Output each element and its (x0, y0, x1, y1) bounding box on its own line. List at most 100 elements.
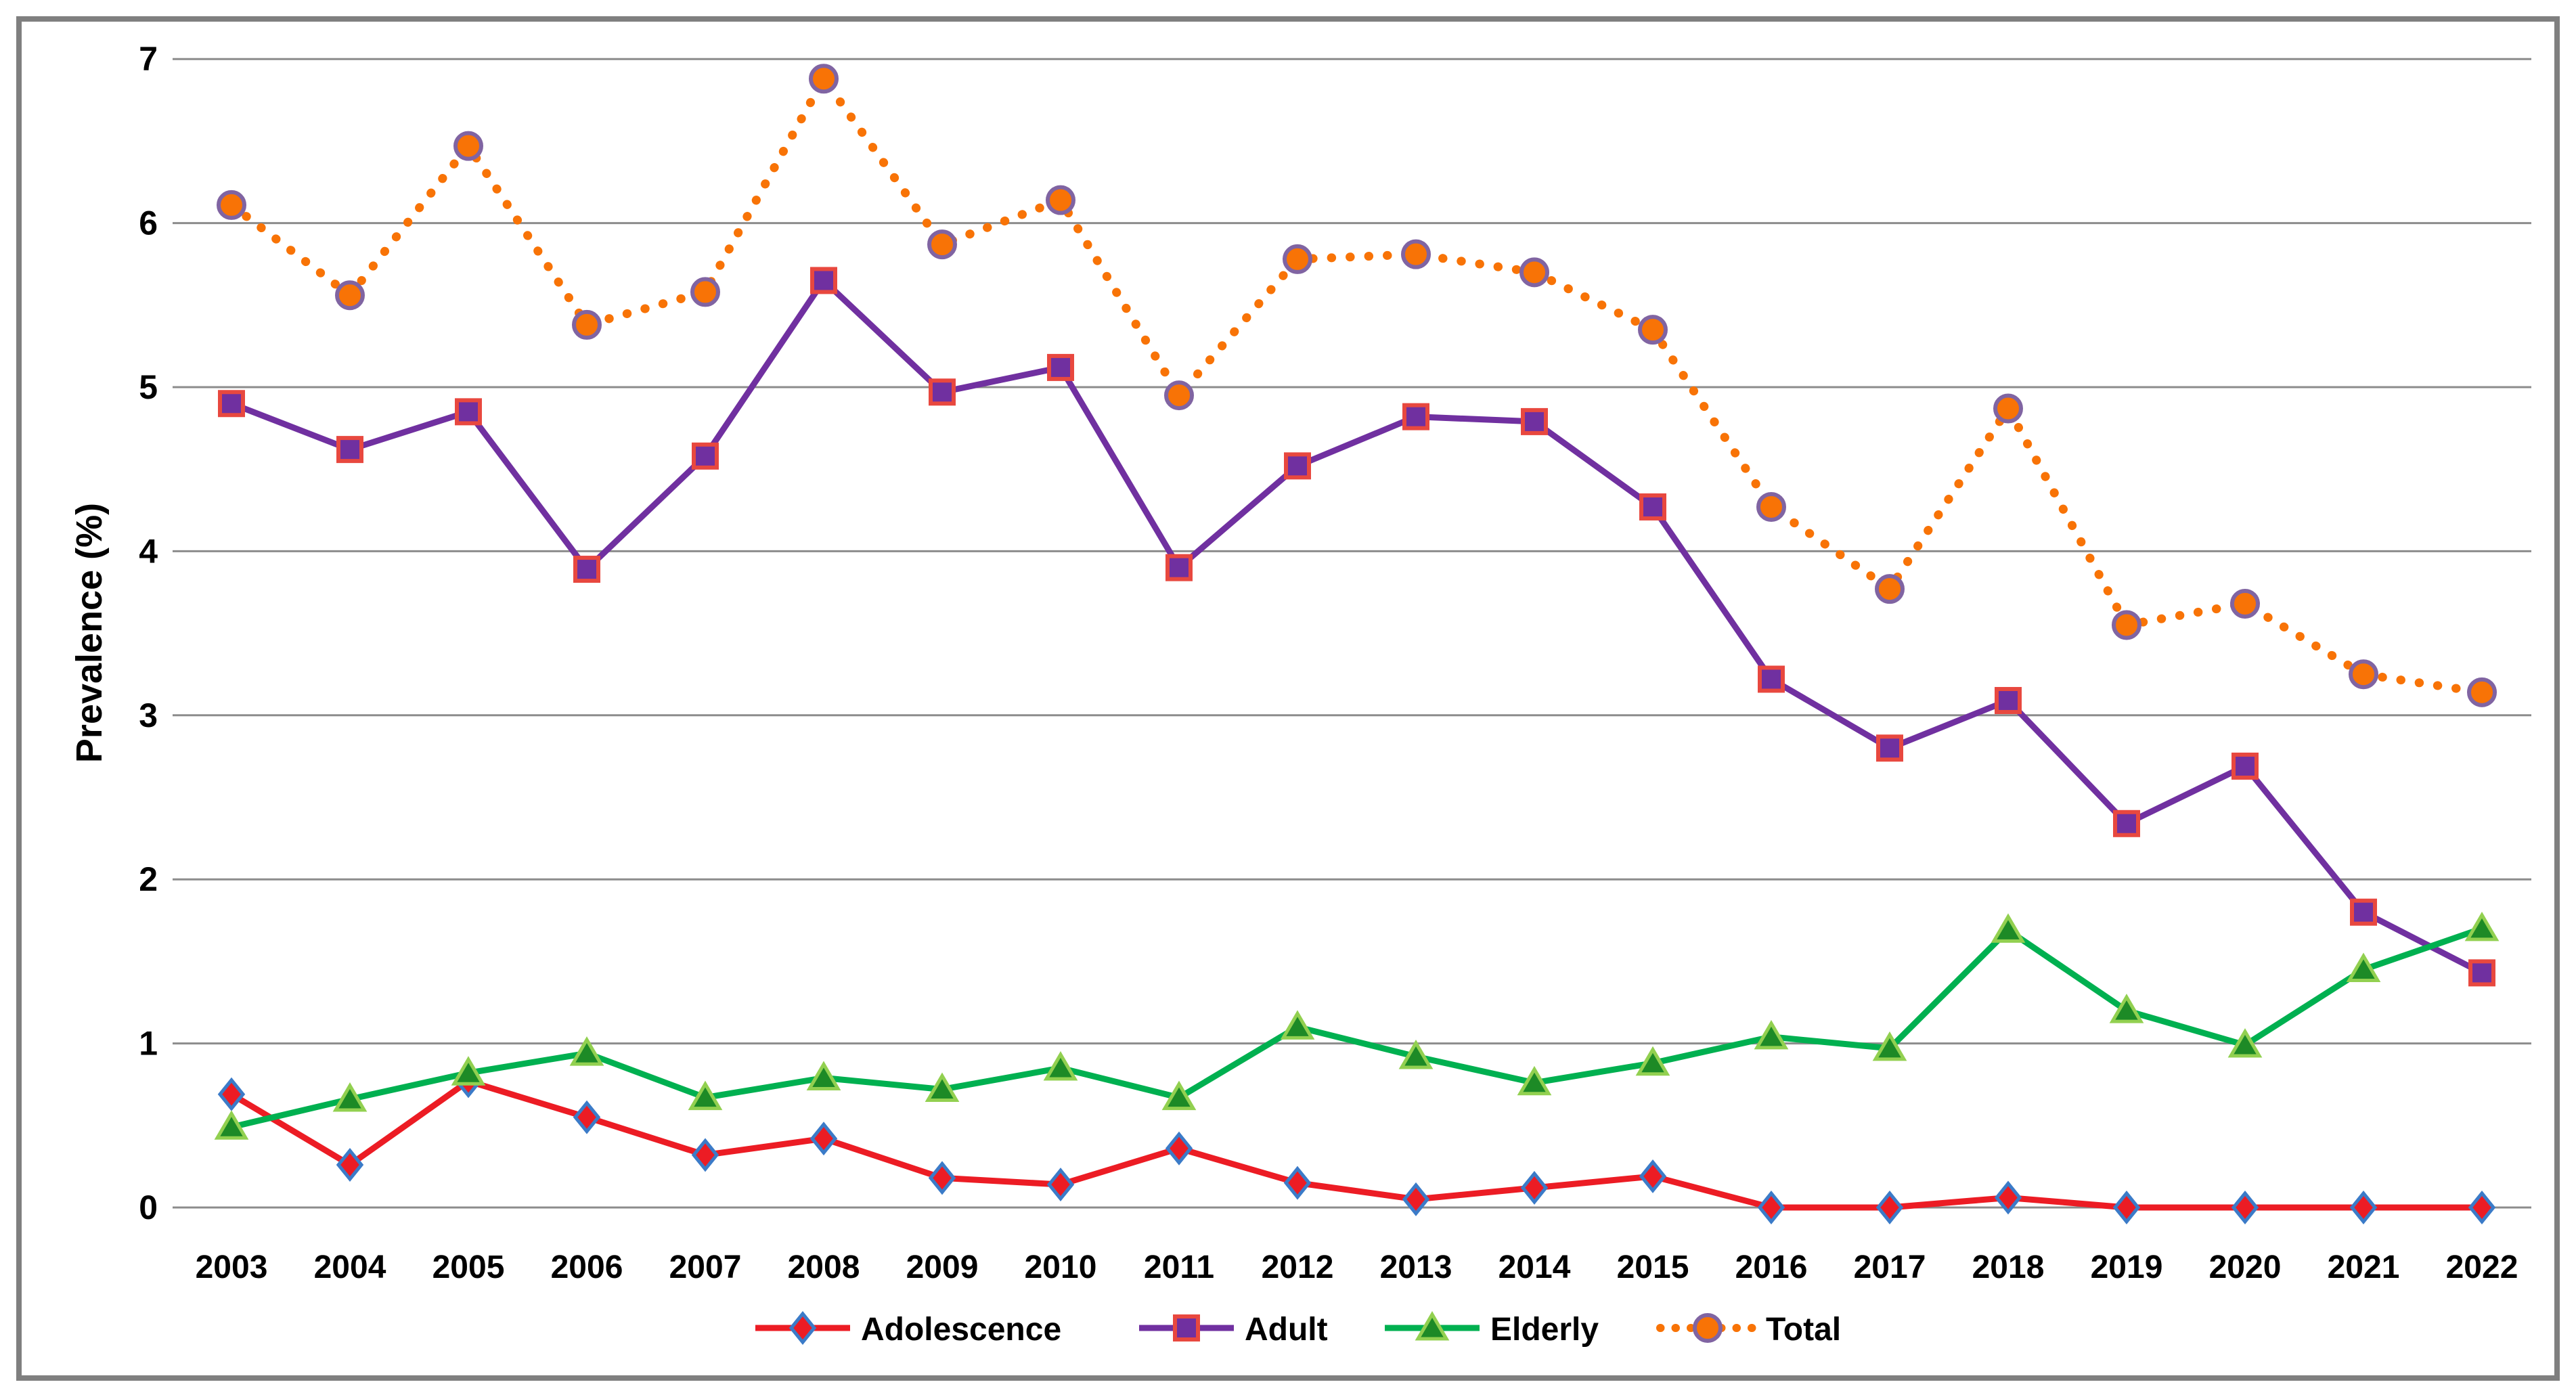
x-tick-label-2004: 2004 (314, 1249, 386, 1285)
marker-total-2015 (1638, 315, 1668, 345)
marker-adult-2016 (1758, 665, 1785, 693)
marker-adolescence-2014 (1520, 1170, 1549, 1205)
marker-elderly-2009 (925, 1072, 960, 1102)
marker-total-2019 (2112, 610, 2141, 640)
y-tick-label-6: 6 (139, 204, 158, 242)
marker-adult-2017 (1876, 734, 1903, 762)
marker-elderly-2006 (569, 1036, 604, 1066)
marker-elderly-2003 (214, 1110, 249, 1140)
legend-item-total: Total (1656, 1312, 1841, 1348)
series-layer (214, 64, 2500, 1224)
legend-marker-elderly (1415, 1311, 1450, 1341)
marker-adult-2009 (929, 378, 956, 406)
y-tick-label-4: 4 (139, 532, 158, 570)
marker-adolescence-2006 (573, 1100, 601, 1134)
marker-elderly-2004 (332, 1082, 368, 1112)
marker-total-2013 (1401, 239, 1431, 269)
y-tick-label-0: 0 (139, 1189, 158, 1226)
marker-adult-2007 (692, 442, 719, 470)
x-tick-label-2003: 2003 (196, 1249, 268, 1285)
marker-adult-2008 (810, 267, 837, 294)
marker-adolescence-2012 (1283, 1166, 1312, 1200)
legend-label-total: Total (1766, 1312, 1841, 1348)
legend-item-adult: Adult (1139, 1312, 1328, 1348)
marker-elderly-2008 (806, 1061, 841, 1090)
marker-adolescence-2015 (1639, 1159, 1667, 1193)
x-tick-label-2013: 2013 (1380, 1249, 1452, 1285)
marker-adolescence-2011 (1165, 1131, 1193, 1166)
marker-adult-2020 (2231, 752, 2259, 780)
y-tick-label-3: 3 (139, 696, 158, 734)
figure-border (16, 16, 2560, 1381)
x-tick-label-2022: 2022 (2446, 1249, 2518, 1285)
legend-marker-total (1693, 1313, 1723, 1343)
y-tick-label-2: 2 (139, 860, 158, 898)
marker-adult-2004 (336, 436, 363, 464)
marker-elderly-2020 (2227, 1028, 2263, 1058)
legend-label-adult: Adult (1245, 1312, 1328, 1348)
axis-layer: Prevalence (%) 0 1 2 3 4 5 6 7 2003 2004 2005 2006 2… (69, 40, 2518, 1285)
marker-elderly-2022 (2464, 911, 2500, 941)
x-tick-label-2015: 2015 (1617, 1249, 1689, 1285)
marker-adult-2018 (1995, 686, 2022, 714)
legend-label-elderly: Elderly (1490, 1312, 1599, 1348)
marker-elderly-2018 (1991, 913, 2026, 943)
marker-total-2018 (1993, 393, 2023, 424)
marker-elderly-2021 (2346, 952, 2381, 983)
marker-adolescence-2004 (336, 1148, 364, 1182)
marker-adult-2019 (2113, 810, 2140, 837)
marker-adult-2003 (218, 390, 245, 418)
marker-adult-2006 (573, 556, 600, 583)
marker-adolescence-2007 (691, 1138, 719, 1172)
legend: Adolescence Adult Elderly Total (755, 1311, 1841, 1348)
x-tick-label-2009: 2009 (906, 1249, 979, 1285)
marker-adult-2022 (2468, 959, 2495, 987)
marker-adolescence-2017 (1875, 1191, 1904, 1224)
series-line-total (227, 74, 2487, 697)
series-line-adolescence (229, 1078, 2482, 1211)
x-tick-label-2020: 2020 (2209, 1249, 2282, 1285)
marker-adult-2013 (1402, 403, 1429, 430)
legend-marker-adult (1173, 1314, 1200, 1341)
marker-adolescence-2008 (809, 1122, 838, 1156)
x-tick-label-2007: 2007 (669, 1249, 742, 1285)
marker-total-2008 (809, 64, 839, 94)
y-tick-label-5: 5 (139, 368, 158, 406)
x-tick-label-2011: 2011 (1144, 1249, 1214, 1285)
marker-adolescence-2020 (2231, 1191, 2259, 1224)
marker-total-2004 (335, 280, 365, 311)
x-tick-label-2017: 2017 (1854, 1249, 1926, 1285)
marker-elderly-2014 (1517, 1065, 1552, 1096)
x-tick-label-2019: 2019 (2091, 1249, 2163, 1285)
x-tick-label-2012: 2012 (1262, 1249, 1334, 1285)
marker-adult-2021 (2350, 898, 2377, 926)
marker-total-2017 (1875, 574, 1905, 604)
marker-elderly-2019 (2109, 994, 2144, 1023)
x-tick-label-2005: 2005 (432, 1249, 505, 1285)
marker-adolescence-2022 (2468, 1191, 2496, 1224)
marker-elderly-2013 (1398, 1040, 1434, 1069)
legend-item-adolescence: Adolescence (755, 1311, 1061, 1348)
x-tick-label-2014: 2014 (1498, 1249, 1571, 1285)
marker-elderly-2007 (688, 1080, 723, 1111)
marker-total-2007 (690, 277, 720, 307)
marker-adult-2011 (1165, 554, 1193, 581)
marker-total-2020 (2230, 588, 2260, 619)
marker-adolescence-2021 (2349, 1191, 2378, 1224)
marker-adult-2014 (1521, 407, 1548, 435)
marker-adult-2010 (1047, 353, 1074, 381)
marker-elderly-2010 (1043, 1050, 1078, 1081)
marker-adult-2015 (1639, 493, 1666, 520)
y-tick-label-1: 1 (139, 1025, 158, 1063)
marker-adolescence-2009 (928, 1161, 956, 1195)
legend-item-elderly: Elderly (1385, 1311, 1599, 1348)
marker-adult-2012 (1284, 452, 1311, 480)
y-tick-label-7: 7 (139, 40, 158, 78)
marker-total-2011 (1164, 380, 1194, 411)
marker-adolescence-2010 (1046, 1168, 1075, 1202)
marker-adult-2005 (455, 398, 482, 426)
x-tick-label-2008: 2008 (788, 1249, 860, 1285)
series-line-adult (230, 277, 2484, 976)
x-tick-label-2006: 2006 (551, 1249, 623, 1285)
